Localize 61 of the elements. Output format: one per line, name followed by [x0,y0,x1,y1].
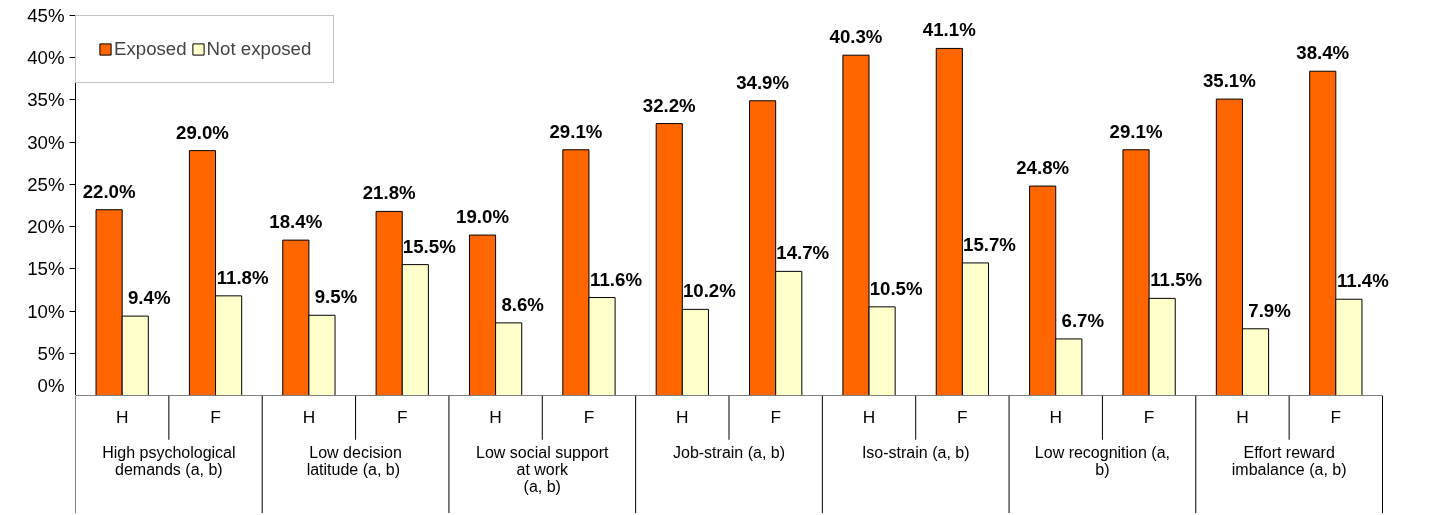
data-label: 38.4% [1296,42,1350,64]
x-tick-label: F [583,407,595,428]
data-label: 10.5% [869,277,923,299]
data-label: 41.1% [922,19,977,41]
data-label: 29.1% [549,120,603,142]
y-tick-label: 10% [27,300,65,322]
data-label: 40.3% [829,26,883,48]
data-label: 32.2% [642,94,697,116]
y-tick-label: 40% [27,47,65,69]
data-label: 8.6% [501,293,545,315]
y-tick-label: 25% [27,173,65,195]
data-label: 29.0% [176,121,230,143]
data-label: 10.2% [682,280,737,302]
data-label: 19.0% [456,206,510,228]
data-label: 15.5% [402,235,457,257]
x-tick-label: F [1143,407,1155,428]
data-label: 29.1% [1109,120,1163,142]
x-tick-label: H [1236,407,1249,428]
x-tick-label: F [770,407,781,428]
data-label: 7.9% [1248,299,1292,321]
y-tick-label: 45% [27,5,65,26]
text: Low recognition (a, b) [1034,444,1171,479]
text: Effort reward imbalance (a, b) [1231,444,1347,479]
y-tick-label: 35% [27,89,65,111]
y-tick-label: 15% [27,258,65,280]
data-label: 11.4% [1336,270,1390,292]
x-tick-label: H [302,407,316,428]
y-tick-label: 20% [27,216,65,238]
text: Low social support at work (a, b) [476,444,610,496]
y-tick-label: 30% [27,131,65,153]
data-label: 24.8% [1016,157,1070,179]
data-label: 34.9% [736,71,790,93]
x-tick-label: H [862,407,876,428]
data-label: 11.5% [1150,269,1203,291]
legend-label: Not exposed [206,38,312,60]
x-tick-label: H [676,407,689,428]
text: High psychological demands (a, b) [102,444,236,479]
data-label: 11.8% [216,266,269,288]
x-tick-label: F [1330,407,1342,428]
data-label: 22.0% [82,180,136,202]
x-tick-label: H [1049,407,1062,428]
text: Job-strain (a, b) [672,444,786,462]
x-tick-label: H [115,407,129,428]
data-label: 9.4% [127,287,171,309]
y-tick-label: 5% [37,342,65,364]
text: Low decision latitude (a, b) [306,444,402,479]
data-label: 9.5% [314,286,358,308]
data-label: 35.1% [1202,70,1257,92]
data-label: 11.6% [590,268,643,290]
y-tick-label: 0% [37,374,65,396]
x-tick-label: F [957,407,968,428]
x-tick-label: F [210,407,221,428]
data-label: 21.8% [362,182,417,204]
data-label: 18.4% [269,211,323,233]
x-tick-label: F [396,407,408,428]
data-label: 6.7% [1061,309,1105,331]
data-label: 14.7% [776,242,830,264]
x-tick-label: H [489,407,502,428]
text: Iso-strain (a, b) [861,444,970,462]
legend-label: Exposed [114,38,187,60]
data-label: 15.7% [963,233,1017,255]
